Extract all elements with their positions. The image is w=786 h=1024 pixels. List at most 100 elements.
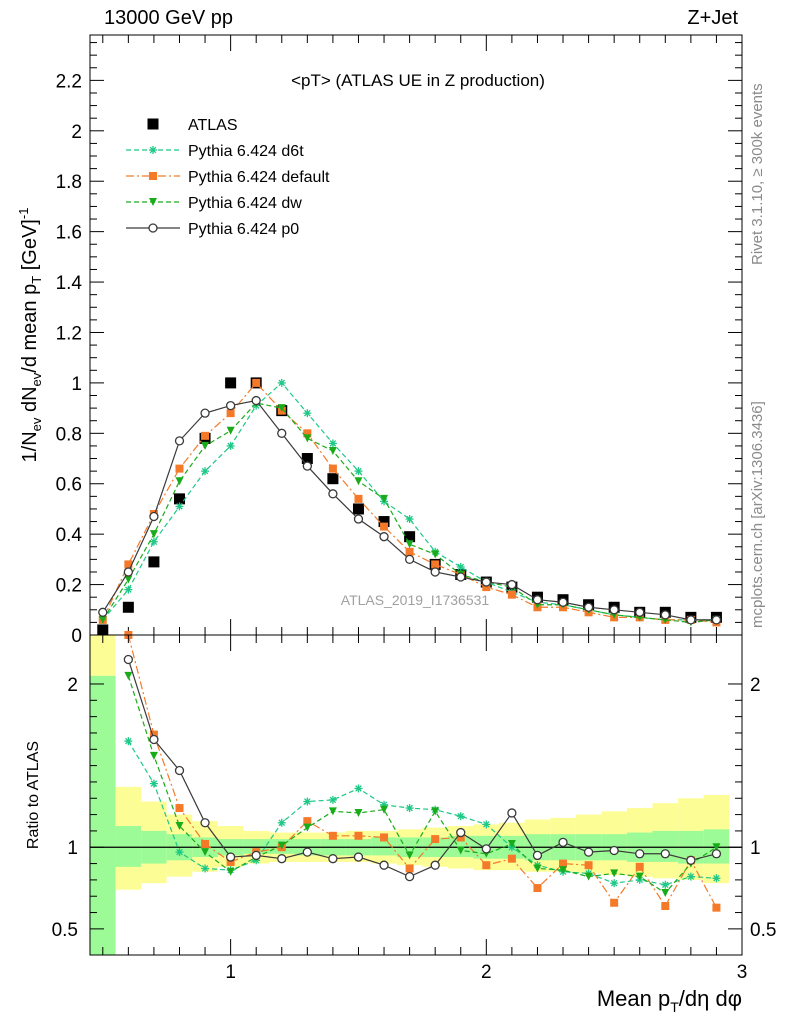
data-point-dw — [277, 404, 286, 413]
ratio-point-default — [380, 833, 389, 842]
data-point-atlas — [301, 453, 313, 465]
data-point-p0 — [481, 577, 491, 587]
ratio-point-default — [303, 817, 312, 826]
ratio-point-p0 — [277, 854, 287, 864]
ratio-point-dw — [354, 808, 363, 817]
rivet-note: Rivet 3.1.10, ≥ 300k events — [749, 83, 766, 265]
legend-marker-d6t — [149, 146, 157, 154]
ratio-point-default — [328, 831, 337, 840]
data-point-dw — [328, 446, 337, 455]
legend-marker-default — [149, 172, 157, 180]
plot-title: <pT> (ATLAS UE in Z production) — [291, 71, 545, 90]
ratio-point-p0 — [123, 654, 134, 665]
ratio-point-dw — [533, 864, 542, 873]
data-point-p0 — [353, 514, 364, 524]
ratio-point-d6t — [124, 737, 133, 746]
y-tick-label-top: 1.6 — [56, 223, 82, 244]
ratio-point-default — [533, 884, 542, 893]
x-tick-label: 1 — [225, 962, 236, 983]
legend-entry-p0: Pythia 6.424 p0 — [188, 221, 299, 238]
x-tick-label: 3 — [737, 962, 748, 983]
ratio-point-d6t — [303, 797, 312, 806]
data-point-p0 — [174, 436, 185, 446]
y-tick-label-ratio: 0.5 — [52, 920, 78, 941]
data-point-default — [482, 583, 491, 592]
data-point-atlas — [378, 516, 390, 528]
data-point-default — [405, 547, 414, 556]
ratio-point-dw — [559, 866, 568, 875]
data-point-dw — [354, 477, 363, 486]
data-point-p0 — [404, 554, 415, 565]
series-line-dw — [102, 402, 717, 623]
ratio-point-default — [584, 861, 593, 870]
ratio-point-default — [175, 804, 184, 813]
data-point-p0 — [430, 567, 440, 577]
ratio-point-d6t — [456, 812, 465, 821]
ratio-point-dw — [328, 807, 337, 816]
ratio-point-default — [354, 831, 363, 840]
ratio-point-p0 — [660, 849, 670, 859]
data-point-dw — [149, 530, 158, 539]
ratio-point-dw — [226, 867, 235, 876]
y-tick-label-top: 0 — [71, 626, 82, 647]
ratio-plot-panel: 0.5 0.5 1 1 2 2 1 2 3 — [52, 631, 776, 983]
data-point-p0 — [98, 607, 108, 617]
data-point-default — [354, 494, 363, 503]
mcplots-note: mcplots.cern.ch [arXiv:1306.3436] — [749, 401, 766, 628]
ratio-point-dw — [431, 807, 440, 816]
ratio-line-dw — [127, 675, 717, 894]
y-tick-label-top: 0.2 — [56, 576, 82, 597]
legend-entry-dw: Pythia 6.424 dw — [188, 195, 302, 212]
data-point-p0 — [558, 597, 568, 607]
legend-marker-atlas — [147, 118, 159, 130]
ratio-point-p0 — [456, 827, 466, 838]
data-point-p0 — [277, 428, 287, 438]
collision-label: 13000 GeV pp — [104, 7, 233, 29]
series-line-d6t — [102, 382, 717, 621]
data-point-d6t — [354, 467, 363, 476]
ratio-point-default — [431, 835, 440, 844]
data-point-p0 — [609, 605, 619, 615]
data-point-atlas — [173, 493, 185, 505]
y-tick-label-top: 0.4 — [56, 525, 83, 546]
data-point-d6t — [303, 409, 312, 418]
data-point-p0 — [225, 400, 236, 411]
ratio-point-dw — [456, 846, 465, 855]
data-point-atlas — [352, 503, 364, 515]
y-tick-label-top: 0.6 — [56, 475, 82, 496]
ratio-point-p0 — [686, 855, 696, 865]
data-point-p0 — [583, 602, 594, 612]
ratio-point-dw — [303, 823, 312, 832]
ratio-point-d6t — [661, 880, 670, 889]
data-point-default — [226, 409, 235, 418]
ratio-point-dw — [610, 869, 619, 878]
y-tick-label-ratio: 1 — [67, 838, 78, 859]
ratio-point-d6t — [482, 820, 491, 829]
ratio-point-dw — [405, 851, 414, 860]
data-point-d6t — [328, 439, 337, 448]
data-point-default — [175, 464, 184, 473]
ratio-point-dw — [661, 888, 670, 897]
ratio-point-p0 — [251, 850, 261, 861]
data-point-dw — [201, 441, 210, 450]
data-point-p0 — [302, 461, 312, 471]
data-point-default — [507, 590, 516, 599]
ratio-point-d6t — [354, 784, 363, 793]
ratio-point-d6t — [277, 818, 286, 827]
data-point-d6t — [277, 378, 286, 387]
data-point-p0 — [379, 532, 389, 542]
ratio-point-d6t — [405, 804, 414, 813]
data-point-default — [431, 560, 440, 569]
ratio-point-p0 — [583, 847, 594, 857]
ratio-point-dw — [380, 805, 389, 814]
data-point-d6t — [226, 441, 235, 450]
data-point-p0 — [200, 408, 210, 418]
data-point-dw — [226, 426, 235, 435]
data-point-atlas — [225, 377, 237, 389]
x-axis-label: Mean pT/dη dφ — [597, 986, 742, 1015]
analysis-label: ATLAS_2019_I1736531 — [341, 592, 490, 608]
data-point-dw — [124, 575, 133, 584]
data-point-d6t — [405, 515, 414, 524]
ratio-point-p0 — [609, 845, 619, 856]
data-point-atlas — [327, 473, 339, 485]
